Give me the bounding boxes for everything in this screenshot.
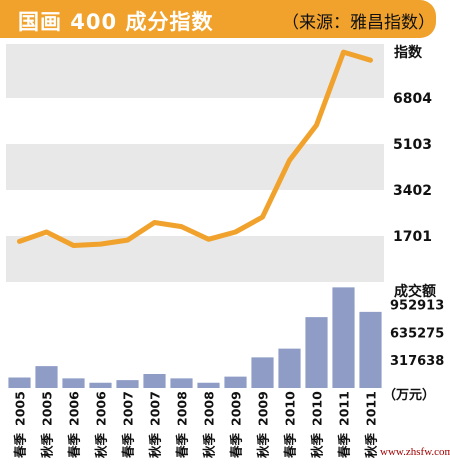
x-tick-year: 2011 — [364, 391, 379, 426]
x-tick-label: 春季 2009 — [229, 391, 244, 459]
x-tick-year: 2007 — [148, 391, 163, 426]
line-series-layer — [17, 49, 373, 248]
x-tick-label: 春季 2008 — [175, 391, 190, 459]
x-tick-year: 2008 — [202, 391, 217, 426]
grid-band — [6, 235, 384, 282]
x-tick-year: 2006 — [67, 391, 82, 426]
x-tick-year: 2009 — [256, 391, 271, 426]
x-tick-season: 秋季 — [202, 432, 217, 458]
x-tick-label: 秋季 2011 — [364, 391, 379, 458]
x-tick-label: 春季 2007 — [121, 391, 136, 459]
x-tick-label: 春季 2010 — [283, 391, 298, 459]
x-tick-season: 秋季 — [40, 432, 55, 458]
bar — [224, 376, 247, 388]
bar-tick-label: 635275 — [390, 326, 444, 341]
bar-series — [8, 287, 382, 388]
bar — [143, 374, 166, 388]
x-tick-season: 春季 — [283, 432, 298, 459]
grid-bands — [6, 44, 384, 282]
x-tick-season: 春季 — [175, 432, 190, 459]
grid-band — [6, 44, 384, 98]
x-tick-season: 春季 — [229, 432, 244, 459]
bar-y-axis-label: 成交额 — [394, 283, 436, 300]
chart-title: 国画 400 成分指数 — [18, 10, 214, 34]
x-tick-year: 2005 — [13, 391, 28, 426]
bar — [116, 380, 139, 388]
x-tick-label: 秋季 2007 — [148, 391, 163, 458]
bar — [359, 311, 382, 388]
x-tick-label: 秋季 2009 — [256, 391, 271, 458]
x-tick-year: 2009 — [229, 391, 244, 426]
chart-header: 国画 400 成分指数 （来源：雅昌指数） — [0, 0, 450, 38]
x-tick-season: 春季 — [67, 432, 82, 459]
x-tick-season: 秋季 — [148, 432, 163, 458]
line-tick-label: 6804 — [393, 91, 432, 107]
bar — [278, 348, 301, 388]
x-tick-season: 春季 — [13, 432, 28, 459]
x-tick-year: 2005 — [40, 391, 55, 426]
bar-tick-label: 952913 — [390, 299, 444, 314]
bar — [62, 378, 85, 388]
x-tick-season: 春季 — [121, 432, 136, 459]
chart-source: （来源：雅昌指数） — [282, 13, 435, 33]
x-tick-label: 春季 2006 — [67, 391, 82, 459]
x-tick-label: 春季 2005 — [13, 391, 28, 459]
bar — [35, 366, 58, 388]
x-tick-year: 2010 — [283, 391, 298, 426]
x-tick-season: 秋季 — [94, 432, 109, 458]
line-tick-label: 1701 — [393, 229, 432, 245]
bar — [251, 357, 274, 388]
x-tick-label: 秋季 2006 — [94, 391, 109, 458]
line-y-axis-label: 指数 — [394, 44, 423, 61]
x-tick-label: 秋季 2008 — [202, 391, 217, 458]
x-tick-year: 2008 — [175, 391, 190, 426]
x-tick-season: 春季 — [337, 432, 352, 459]
bar — [89, 382, 112, 388]
x-tick-season: 秋季 — [310, 432, 325, 458]
x-tick-label: 春季 2011 — [337, 391, 352, 459]
bar — [305, 317, 328, 388]
bar — [197, 382, 220, 388]
x-tick-season: 秋季 — [364, 432, 379, 458]
bar — [332, 287, 355, 388]
bar-tick-label: 317638 — [390, 354, 444, 369]
header-bar — [0, 0, 436, 38]
x-tick-year: 2007 — [121, 391, 136, 426]
line-tick-label: 3402 — [393, 183, 432, 199]
x-tick-year: 2010 — [310, 391, 325, 426]
line-y-ticks: 1701 3402 5103 6804 — [393, 91, 432, 245]
line-tick-label: 5103 — [393, 137, 432, 153]
x-tick-label: 秋季 2005 — [40, 391, 55, 458]
bar — [170, 378, 193, 388]
grid-band — [6, 143, 384, 190]
bar — [8, 377, 31, 388]
watermark: www.zhsfw.com — [380, 446, 450, 458]
bar-y-ticks: 317638 635275 952913 — [390, 299, 444, 370]
x-axis-labels: 春季 2005 秋季 2005 春季 2006 秋季 2006 春季 2007 秋季 2007 春季 20… — [13, 391, 379, 459]
x-tick-year: 2011 — [337, 391, 352, 426]
x-tick-year: 2006 — [94, 391, 109, 426]
x-tick-label: 秋季 2010 — [310, 391, 325, 458]
index-line — [17, 49, 373, 248]
bar-y-axis-unit: （万元） — [383, 387, 435, 403]
x-tick-season: 秋季 — [256, 432, 271, 458]
